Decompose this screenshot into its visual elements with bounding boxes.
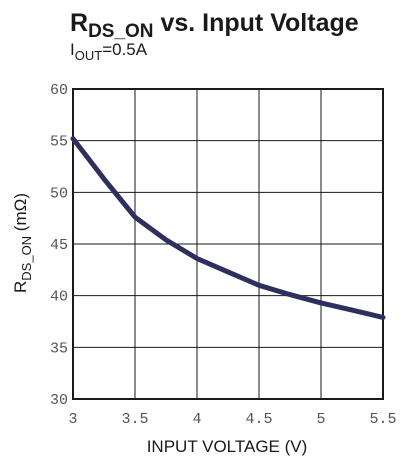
x-tick-label: 4.5 — [245, 411, 272, 428]
y-tick-labels: 60 55 50 45 40 35 30 — [50, 82, 68, 409]
y-tick-label: 45 — [50, 237, 68, 254]
ylabel-subscript: DS_ON — [19, 236, 34, 281]
title-rest: vs. Input Voltage — [154, 9, 359, 37]
x-tick-label: 5 — [316, 411, 325, 428]
x-axis-label: INPUT VOLTAGE (V) — [147, 437, 308, 456]
y-tick-label: 50 — [50, 185, 68, 202]
y-axis-label: RDS_ON (mΩ) — [11, 193, 34, 293]
title-subscript: DS_ON — [88, 21, 153, 42]
y-tick-label: 30 — [50, 392, 68, 409]
y-tick-label: 35 — [50, 340, 68, 357]
x-tick-labels: 3 3.5 4 4.5 5 5.5 — [68, 411, 396, 428]
chart-title: RDS_ON vs. Input Voltage — [70, 9, 359, 42]
x-tick-label: 3 — [68, 411, 77, 428]
subtitle-rest: =0.5A — [102, 40, 148, 59]
x-tick-label: 3.5 — [121, 411, 148, 428]
grid — [73, 89, 383, 399]
ylabel-main: R — [11, 281, 30, 293]
series-layer — [73, 139, 383, 318]
y-tick-label: 40 — [50, 289, 68, 306]
ylabel-rest: (mΩ) — [11, 193, 30, 236]
chart-subtitle: IOUT=0.5A — [70, 40, 148, 63]
x-tick-label: 5.5 — [369, 411, 396, 428]
x-tick-label: 4 — [192, 411, 201, 428]
y-tick-label: 55 — [50, 134, 68, 151]
y-tick-label: 60 — [50, 82, 68, 99]
title-main: R — [70, 9, 88, 37]
subtitle-subscript: OUT — [75, 48, 103, 63]
series-line — [73, 139, 383, 318]
